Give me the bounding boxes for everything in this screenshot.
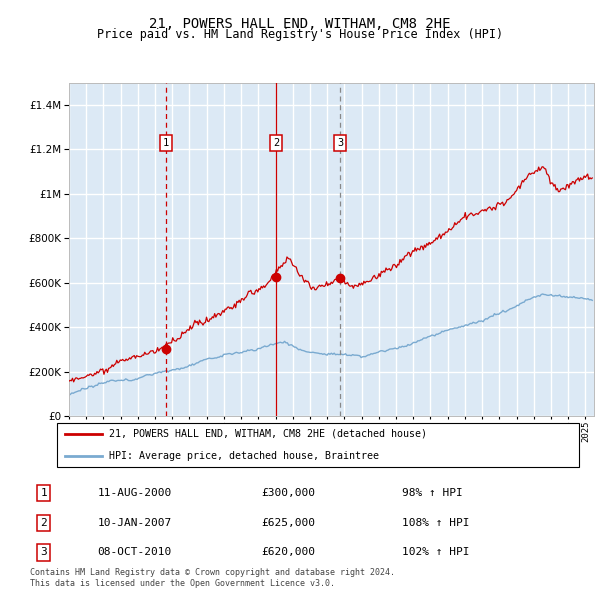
Text: 2: 2 (273, 137, 279, 148)
Text: 3: 3 (337, 137, 344, 148)
Text: £625,000: £625,000 (261, 518, 315, 527)
FancyBboxPatch shape (56, 422, 580, 467)
Text: 98% ↑ HPI: 98% ↑ HPI (402, 488, 463, 498)
Text: Contains HM Land Registry data © Crown copyright and database right 2024.
This d: Contains HM Land Registry data © Crown c… (30, 568, 395, 588)
Text: £300,000: £300,000 (261, 488, 315, 498)
Text: 108% ↑ HPI: 108% ↑ HPI (402, 518, 469, 527)
Text: 1: 1 (163, 137, 169, 148)
Text: £620,000: £620,000 (261, 548, 315, 558)
Text: 1: 1 (40, 488, 47, 498)
Text: 21, POWERS HALL END, WITHAM, CM8 2HE (detached house): 21, POWERS HALL END, WITHAM, CM8 2HE (de… (109, 429, 427, 439)
Text: 3: 3 (40, 548, 47, 558)
Text: 11-AUG-2000: 11-AUG-2000 (97, 488, 172, 498)
Text: HPI: Average price, detached house, Braintree: HPI: Average price, detached house, Brai… (109, 451, 379, 461)
Text: 102% ↑ HPI: 102% ↑ HPI (402, 548, 469, 558)
Text: Price paid vs. HM Land Registry's House Price Index (HPI): Price paid vs. HM Land Registry's House … (97, 28, 503, 41)
Text: 2: 2 (40, 518, 47, 527)
Text: 21, POWERS HALL END, WITHAM, CM8 2HE: 21, POWERS HALL END, WITHAM, CM8 2HE (149, 17, 451, 31)
Text: 10-JAN-2007: 10-JAN-2007 (97, 518, 172, 527)
Text: 08-OCT-2010: 08-OCT-2010 (97, 548, 172, 558)
